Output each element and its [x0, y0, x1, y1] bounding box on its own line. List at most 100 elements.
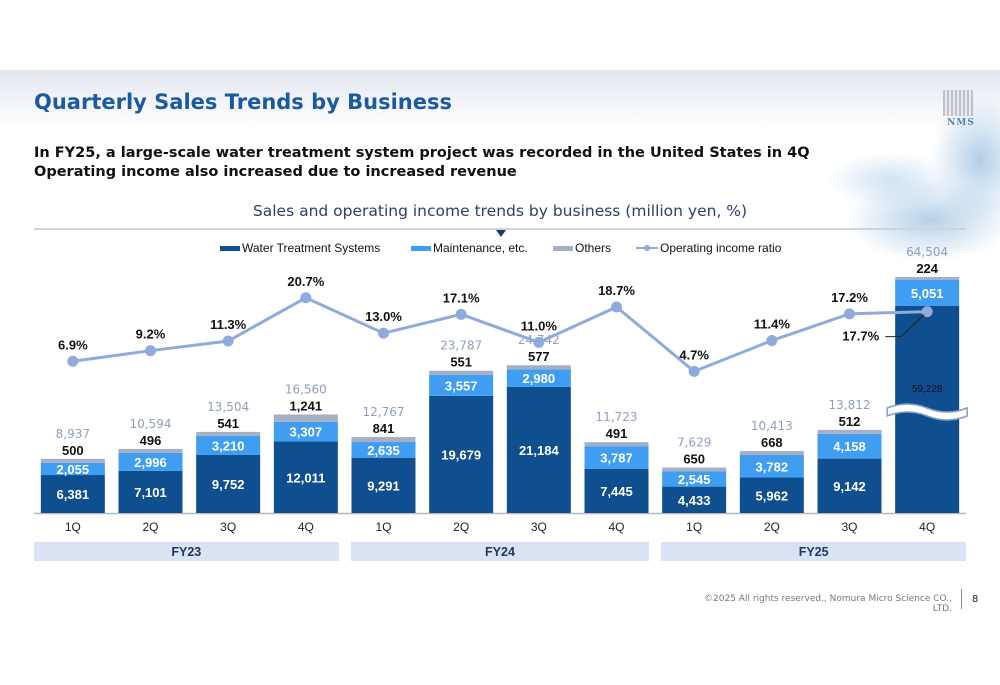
ratio-point	[688, 365, 700, 377]
bar-label-others: 1,241	[290, 398, 323, 413]
bar-label-maintenance: 3,787	[600, 450, 633, 465]
bar-segment-water-treatment	[739, 477, 804, 513]
bar-label-water-treatment: 12,011	[286, 470, 325, 485]
bar-segment-others	[817, 429, 882, 434]
ratio-label: 17.1%	[443, 290, 480, 305]
bar-segment-others	[584, 442, 649, 447]
ratio-label: 17.7%	[842, 329, 879, 344]
bar-total-label: 16,560	[285, 382, 327, 396]
ratio-label: 6.9%	[58, 337, 88, 352]
bar-segment-water-treatment	[429, 395, 494, 513]
bar-segment-maintenance	[506, 369, 571, 387]
bar-total-label: 7,629	[677, 435, 711, 449]
ratio-label: 11.4%	[754, 317, 791, 332]
ratio-point	[921, 306, 933, 318]
legend-label: Maintenance, etc.	[433, 241, 528, 255]
ratio-point	[145, 345, 156, 357]
ratio-point	[611, 301, 622, 313]
logo-mark-icon	[943, 90, 973, 116]
x-tick-label: 3Q	[531, 520, 547, 534]
headline-line-1: In FY25, a large-scale water treatment s…	[34, 145, 810, 161]
ratio-label: 18.7%	[598, 283, 635, 298]
bar-total-label: 13,812	[829, 398, 871, 412]
bar-segment-maintenance	[895, 280, 960, 306]
bar-segment-others	[739, 451, 804, 456]
bar-label-maintenance: 3,557	[445, 378, 478, 393]
bar-label-maintenance: 2,980	[523, 371, 556, 386]
ratio-point	[222, 335, 234, 347]
legend-label: Water Treatment Systems	[242, 241, 381, 255]
ratio-point	[300, 292, 312, 304]
bar-segment-maintenance	[817, 433, 882, 459]
top-blank-area	[0, 0, 1000, 70]
bar-label-maintenance: 5,051	[911, 286, 944, 301]
x-tick-label: 4Q	[919, 520, 935, 534]
axis-break-icon	[886, 403, 968, 421]
footer-divider	[961, 589, 962, 609]
logo-text: NMS	[947, 118, 975, 128]
fiscal-year-band-fy24: FY24	[350, 542, 650, 561]
x-tick-label: 1Q	[65, 520, 81, 534]
bar-label-maintenance: 2,545	[678, 472, 711, 487]
bar-segment-water-treatment	[351, 457, 416, 513]
bar-segment-maintenance	[351, 442, 416, 458]
bar-label-others: 500	[62, 443, 84, 458]
bar-segment-maintenance	[429, 374, 494, 396]
bar-total-label: 12,767	[363, 405, 405, 419]
bar-segment-maintenance	[40, 462, 105, 476]
bar-total-label: 10,594	[130, 417, 172, 431]
chart-title: Sales and operating income trends by bus…	[252, 202, 748, 220]
page-title: Quarterly Sales Trends by Business	[34, 90, 453, 114]
x-tick-label: 4Q	[298, 520, 314, 534]
bar-label-water-treatment: 9,142	[833, 479, 866, 494]
bar-total-label: 10,413	[751, 419, 793, 433]
bar-label-others: 512	[839, 414, 861, 429]
ratio-label: 13.0%	[365, 309, 402, 324]
bar-label-maintenance: 3,210	[212, 438, 245, 453]
bar-label-water-treatment: 9,291	[367, 478, 400, 493]
ratio-point	[533, 336, 545, 348]
bar-label-water-treatment: 4,433	[678, 493, 711, 508]
legend-swatch-others	[553, 245, 573, 251]
bar-label-water-treatment: 59,228	[912, 384, 943, 395]
headline-line-2: Operating income also increased due to i…	[34, 164, 517, 180]
legend-item-ratio: Operating income ratio	[636, 241, 781, 255]
ratio-point	[844, 308, 855, 320]
x-tick-label: 1Q	[375, 520, 391, 534]
bar-total-label: 64,504	[906, 245, 948, 259]
ratio-point	[455, 308, 467, 320]
bar-label-water-treatment: 7,101	[134, 485, 167, 500]
bar-label-others: 577	[528, 349, 550, 364]
ratio-label: 20.7%	[287, 274, 324, 289]
bar-segment-water-treatment	[118, 470, 183, 513]
bar-label-others: 650	[683, 451, 705, 466]
ratio-line	[72, 296, 928, 374]
bar-segment-others	[40, 458, 105, 463]
legend-item-maintenance: Maintenance, etc.	[411, 241, 528, 255]
page-number: 8	[972, 594, 979, 605]
bar-segment-water-treatment	[506, 386, 571, 513]
bar-label-maintenance: 3,782	[756, 459, 789, 474]
bar-total-label: 11,723	[596, 410, 638, 424]
bar-segment-water-treatment	[40, 475, 105, 513]
legend-line-marker-icon	[636, 244, 658, 252]
legend-item-water-treatment: Water Treatment Systems	[220, 241, 380, 255]
bar-segment-others	[429, 370, 494, 375]
x-tick-label: 2Q	[764, 520, 780, 534]
bar-total-label: 13,504	[207, 400, 249, 414]
chart-title-divider	[34, 228, 966, 230]
pointer-triangle-icon	[496, 230, 506, 237]
legend-label: Operating income ratio	[660, 241, 782, 255]
ratio-label: 9.2%	[136, 327, 166, 342]
ratio-label: 4.7%	[679, 347, 709, 362]
fiscal-year-band-fy23: FY23	[34, 542, 339, 561]
ratio-label: 17.2%	[831, 290, 868, 305]
bar-label-others: 668	[761, 435, 783, 450]
legend-label: Others	[575, 241, 612, 255]
company-logo: NMS	[940, 90, 982, 132]
bar-total-label: 8,937	[56, 427, 90, 441]
legend-swatch-water-treatment	[220, 245, 240, 251]
bar-segment-maintenance	[584, 446, 649, 469]
x-tick-label: 2Q	[142, 520, 158, 534]
